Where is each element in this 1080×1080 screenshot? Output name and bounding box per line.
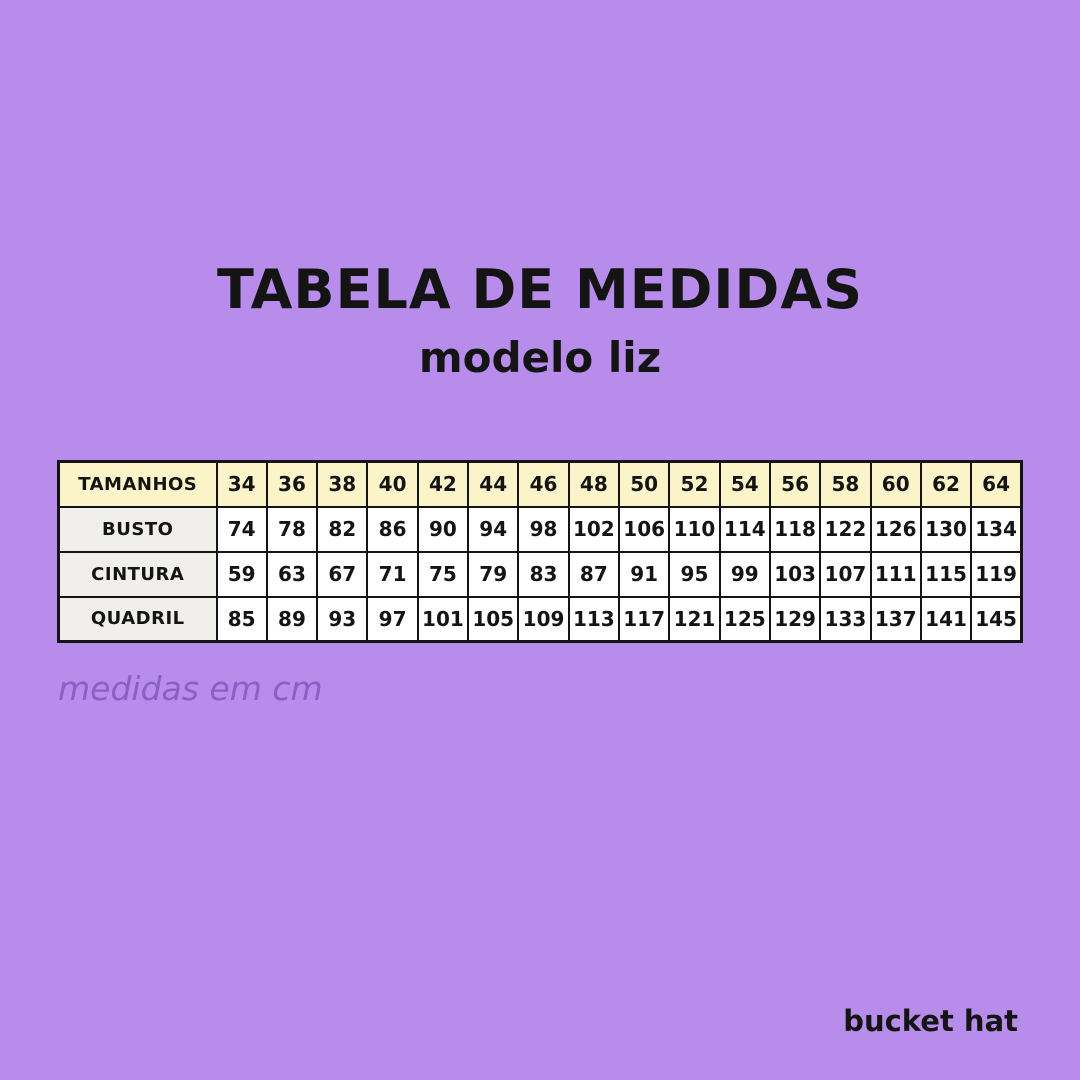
size-header-cell: 64 <box>970 460 1023 508</box>
measurement-value: 97 <box>366 595 419 643</box>
measurement-value: 86 <box>366 505 419 553</box>
measurement-value: 114 <box>718 505 771 553</box>
size-header-cell: 52 <box>668 460 721 508</box>
measurement-value: 122 <box>819 505 872 553</box>
measurement-value: 89 <box>265 595 319 643</box>
size-header-cell: 56 <box>768 460 822 508</box>
sizes-header-label: TAMANHOS <box>57 460 218 508</box>
measurement-value: 141 <box>919 595 973 643</box>
measurement-row: QUADRIL 85 89 93 97 101 105 109 113 117 121 125 129 1… <box>57 595 1023 643</box>
size-header-cell: 38 <box>316 460 369 508</box>
size-header-cell: 62 <box>919 460 973 508</box>
size-header-cell: 54 <box>718 460 771 508</box>
measurement-value: 90 <box>416 505 470 553</box>
measurement-value: 121 <box>668 595 721 643</box>
size-header-cell: 34 <box>215 460 268 508</box>
measurement-value: 125 <box>718 595 771 643</box>
size-header-cell: 48 <box>567 460 621 508</box>
measurement-label: BUSTO <box>57 505 218 553</box>
measurement-value: 117 <box>617 595 671 643</box>
measurement-value: 103 <box>768 550 822 598</box>
sizes-header-row: TAMANHOS 34 36 38 40 42 44 46 48 50 52 54 56 58 60 62 64 <box>57 460 1023 508</box>
size-header-cell: 50 <box>617 460 671 508</box>
measurement-value: 137 <box>869 595 922 643</box>
measurement-label: CINTURA <box>57 550 218 598</box>
measurement-value: 99 <box>718 550 771 598</box>
measurement-value: 85 <box>215 595 268 643</box>
measurement-value: 111 <box>869 550 922 598</box>
measurement-value: 93 <box>316 595 369 643</box>
size-header-cell: 42 <box>416 460 470 508</box>
measurement-value: 59 <box>215 550 268 598</box>
size-header-cell: 44 <box>467 460 520 508</box>
measurements-table: TAMANHOS 34 36 38 40 42 44 46 48 50 52 54 56 58 60 62 64… <box>57 460 1023 643</box>
measurement-value: 133 <box>819 595 872 643</box>
measurement-value: 75 <box>416 550 470 598</box>
measurement-value: 109 <box>517 595 570 643</box>
measurement-value: 78 <box>265 505 319 553</box>
size-header-cell: 58 <box>819 460 872 508</box>
measurement-value: 102 <box>567 505 621 553</box>
size-header-cell: 46 <box>517 460 570 508</box>
measurement-row: CINTURA 59 63 67 71 75 79 83 87 91 95 99 103 107 111 11… <box>57 550 1023 598</box>
measurement-value: 74 <box>215 505 268 553</box>
measurement-value: 67 <box>316 550 369 598</box>
measurement-value: 95 <box>668 550 721 598</box>
measurement-value: 130 <box>919 505 973 553</box>
measurement-value: 87 <box>567 550 621 598</box>
measurement-value: 118 <box>768 505 822 553</box>
measurement-value: 83 <box>517 550 570 598</box>
measurement-value: 82 <box>316 505 369 553</box>
measurement-value: 134 <box>970 505 1023 553</box>
size-header-cell: 36 <box>265 460 319 508</box>
units-caption: medidas em cm <box>58 669 323 708</box>
measurement-value: 98 <box>517 505 570 553</box>
measurement-value: 129 <box>768 595 822 643</box>
measurement-value: 101 <box>416 595 470 643</box>
measurement-row: BUSTO 74 78 82 86 90 94 98 102 106 110 114 118 122 126… <box>57 505 1023 553</box>
measurement-value: 94 <box>467 505 520 553</box>
size-header-cell: 60 <box>869 460 922 508</box>
brand-label: bucket hat <box>843 1004 1018 1038</box>
size-header-cell: 40 <box>366 460 419 508</box>
page-title: TABELA DE MEDIDAS <box>216 258 864 321</box>
measurement-value: 115 <box>919 550 973 598</box>
measurement-value: 63 <box>265 550 319 598</box>
measurement-value: 79 <box>467 550 520 598</box>
measurement-value: 119 <box>970 550 1023 598</box>
measurement-value: 107 <box>819 550 872 598</box>
measurement-value: 105 <box>467 595 520 643</box>
measurement-value: 110 <box>668 505 721 553</box>
measurement-value: 106 <box>617 505 671 553</box>
measurement-value: 145 <box>970 595 1023 643</box>
measurement-value: 71 <box>366 550 419 598</box>
model-subtitle: modelo liz <box>418 333 662 382</box>
measurement-label: QUADRIL <box>57 595 218 643</box>
measurement-value: 113 <box>567 595 621 643</box>
measurement-value: 91 <box>617 550 671 598</box>
measurement-value: 126 <box>869 505 922 553</box>
